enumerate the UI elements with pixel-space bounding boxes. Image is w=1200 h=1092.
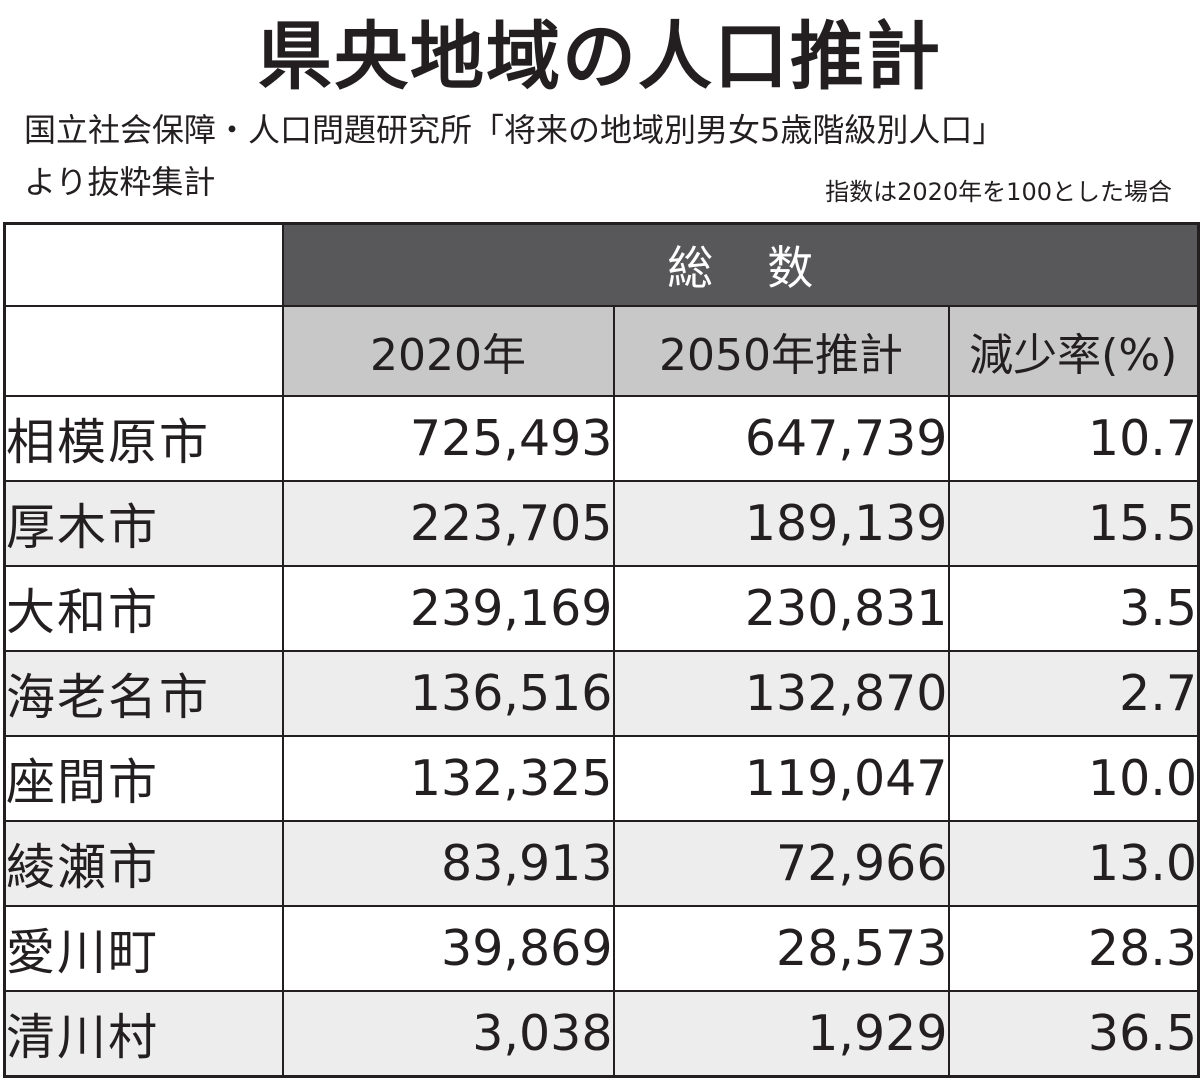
population-2020: 3,038 [281, 990, 615, 1078]
population-2050: 72,966 [612, 820, 950, 907]
decrease-rate: 10.0 [947, 735, 1200, 822]
population-2050: 132,870 [612, 650, 950, 737]
population-2020: 83,913 [281, 820, 615, 907]
municipality-name: 座間市 [3, 735, 284, 822]
population-2020: 39,869 [281, 905, 615, 992]
table-row: 綾瀬市 83,913 72,966 13.0 [3, 820, 1200, 907]
decrease-rate: 10.7 [947, 395, 1200, 482]
municipality-name: 相模原市 [3, 395, 284, 482]
municipality-name: 綾瀬市 [3, 820, 284, 907]
population-2020: 223,705 [281, 480, 615, 567]
group-header-total: 総数 [281, 222, 1200, 307]
table-row: 座間市 132,325 119,047 10.0 [3, 735, 1200, 822]
population-2020: 132,325 [281, 735, 615, 822]
municipality-name: 愛川町 [3, 905, 284, 992]
municipality-name: 大和市 [3, 565, 284, 652]
population-2050: 1,929 [612, 990, 950, 1078]
population-2050: 119,047 [612, 735, 950, 822]
table-row: 大和市 239,169 230,831 3.5 [3, 565, 1200, 652]
decrease-rate: 2.7 [947, 650, 1200, 737]
decrease-rate: 28.3 [947, 905, 1200, 992]
column-header-row: 2020年 2050年推計 減少率(%) [3, 305, 1200, 397]
column-header-2050: 2050年推計 [612, 305, 950, 397]
source-line-1: 国立社会保障・人口問題研究所「将来の地域別男女5歳階級別人口」 [24, 111, 1005, 149]
municipality-name: 清川村 [3, 990, 284, 1078]
corner-cell [3, 305, 284, 397]
population-2020: 239,169 [281, 565, 615, 652]
source-line-2: より抜粋集計 [24, 163, 216, 201]
population-2050: 230,831 [612, 565, 950, 652]
decrease-rate: 15.5 [947, 480, 1200, 567]
table-row: 愛川町 39,869 28,573 28.3 [3, 905, 1200, 992]
population-2050: 647,739 [612, 395, 950, 482]
table-row: 海老名市 136,516 132,870 2.7 [3, 650, 1200, 737]
group-header-row: 総数 [3, 222, 1200, 307]
decrease-rate: 13.0 [947, 820, 1200, 907]
municipality-name: 海老名市 [3, 650, 284, 737]
population-2050: 189,139 [612, 480, 950, 567]
table-row: 厚木市 223,705 189,139 15.5 [3, 480, 1200, 567]
corner-cell [3, 222, 284, 307]
municipality-name: 厚木市 [3, 480, 284, 567]
population-table: 総数 2020年 2050年推計 減少率(%) 相模原市 725,493 647… [3, 222, 1200, 1078]
column-header-2020: 2020年 [281, 305, 615, 397]
population-2020: 136,516 [281, 650, 615, 737]
page-title: 県央地域の人口推計 [258, 14, 942, 100]
decrease-rate: 36.5 [947, 990, 1200, 1078]
index-note: 指数は2020年を100とした場合 [825, 178, 1172, 206]
column-header-rate: 減少率(%) [947, 305, 1200, 397]
population-2020: 725,493 [281, 395, 615, 482]
table-row: 相模原市 725,493 647,739 10.7 [3, 395, 1200, 482]
decrease-rate: 3.5 [947, 565, 1200, 652]
table-row: 清川村 3,038 1,929 36.5 [3, 990, 1200, 1078]
population-2050: 28,573 [612, 905, 950, 992]
